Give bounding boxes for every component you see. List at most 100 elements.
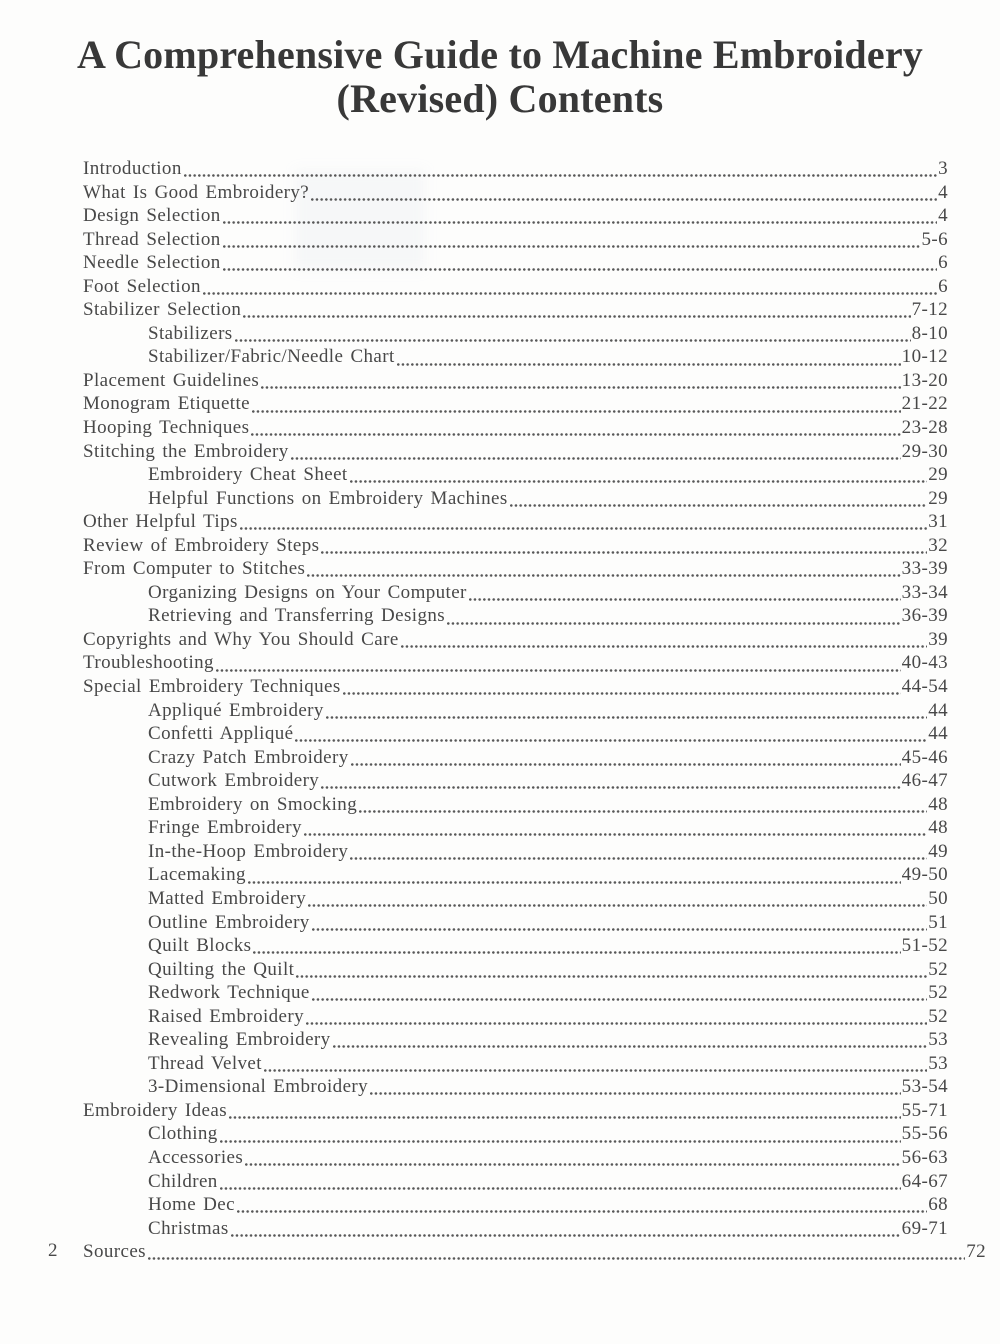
- toc-entry-label: Embroidery on Smocking: [148, 793, 358, 815]
- toc-entry: Special Embroidery Techniques 44-54: [83, 676, 948, 700]
- toc-entry-pages: 46-47: [901, 770, 948, 792]
- toc-entry-label: Introduction: [83, 158, 182, 179]
- leader-dots: [263, 1068, 928, 1072]
- leader-dots: [311, 927, 928, 931]
- toc-entry-label: Christmas: [148, 1217, 229, 1239]
- toc-entry: Sources 72: [83, 1241, 986, 1265]
- toc-entry: Outline Embroidery 51: [83, 912, 948, 936]
- leader-dots: [509, 503, 928, 507]
- toc-entry-pages: 44: [928, 723, 948, 745]
- toc-entry-label: Fringe Embroidery: [148, 817, 302, 839]
- toc-entry-pages: 29: [928, 487, 948, 509]
- toc-entry-label: Retrieving and Transferring Designs: [148, 605, 446, 627]
- toc-entry: Crazy Patch Embroidery 45-46: [83, 747, 948, 771]
- toc-entry: Appliqué Embroidery 44: [83, 700, 948, 724]
- toc-entry-pages: 52: [928, 1005, 948, 1027]
- toc-entry-label: Children: [148, 1170, 218, 1192]
- leader-dots: [222, 244, 921, 248]
- toc-entry-pages: 7-12: [911, 299, 948, 321]
- leader-dots: [229, 1116, 901, 1120]
- toc-entry-pages: 23-28: [901, 417, 948, 439]
- toc-entry: Retrieving and Transferring Designs 36-3…: [83, 605, 948, 629]
- toc-entry: In-the-Hoop Embroidery 49: [83, 841, 948, 865]
- toc-entry: Other Helpful Tips 31: [83, 511, 948, 535]
- toc-entry-pages: 39: [928, 628, 948, 650]
- toc-entry-pages: 64-67: [901, 1170, 948, 1192]
- toc-entry-pages: 51-52: [901, 935, 948, 957]
- leader-dots: [359, 809, 928, 813]
- toc-entry-label: Embroidery Cheat Sheet: [148, 464, 348, 486]
- toc-entry-pages: 36-39: [901, 605, 948, 627]
- leader-dots: [342, 692, 901, 696]
- toc-entry: Accessories 56-63: [83, 1147, 948, 1171]
- toc-entry-label: Review of Embroidery Steps: [83, 534, 320, 556]
- toc-entry-label: Thread Velvet: [148, 1052, 262, 1074]
- toc-entry-label: Home Dec: [148, 1194, 235, 1216]
- toc-entry-label: From Computer to Stitches: [83, 558, 306, 580]
- leader-dots: [230, 1233, 901, 1237]
- leader-dots: [311, 197, 938, 201]
- toc-entry: Needle Selection 6: [83, 252, 948, 276]
- toc-entry: Stabilizer/Fabric/Needle Chart 10-12: [83, 346, 948, 370]
- leader-dots: [222, 221, 938, 225]
- leader-dots: [222, 268, 938, 272]
- page-title-line-1: A Comprehensive Guide to Machine Embroid…: [76, 32, 923, 77]
- leader-dots: [400, 645, 928, 649]
- toc-entry-pages: 52: [928, 982, 948, 1004]
- page-title: A Comprehensive Guide to Machine Embroid…: [0, 33, 1000, 121]
- toc-entry: From Computer to Stitches 33-39: [83, 558, 948, 582]
- leader-dots: [307, 574, 901, 578]
- toc-entry-pages: 53: [928, 1052, 948, 1074]
- leader-dots: [234, 338, 911, 342]
- toc-entry-label: Helpful Functions on Embroidery Machines: [148, 487, 508, 509]
- toc-entry: What Is Good Embroidery? 4: [83, 182, 948, 206]
- toc-entry: Clothing 55-56: [83, 1123, 948, 1147]
- toc-entry-label: In-the-Hoop Embroidery: [148, 840, 349, 862]
- toc-entry-pages: 55-71: [901, 1099, 948, 1121]
- toc-entry: Stabilizer Selection 7-12: [83, 299, 948, 323]
- toc-entry-label: Clothing: [148, 1123, 218, 1145]
- toc-entry-pages: 45-46: [901, 746, 948, 768]
- leader-dots: [370, 1092, 901, 1096]
- toc-entry: Quilting the Quilt 52: [83, 959, 948, 983]
- toc-entry: Thread Velvet 53: [83, 1053, 948, 1077]
- toc-entry-pages: 40-43: [901, 652, 948, 674]
- page-number-folio: 2: [48, 1240, 58, 1261]
- toc-entry-label: Thread Selection: [83, 228, 221, 250]
- toc-entry-label: Needle Selection: [83, 252, 221, 274]
- leader-dots: [308, 904, 928, 908]
- toc-entry-label: Stabilizers: [148, 322, 233, 344]
- leader-dots: [396, 362, 901, 366]
- toc-entry: Fringe Embroidery 48: [83, 817, 948, 841]
- toc-entry: Cutwork Embroidery 46-47: [83, 770, 948, 794]
- page-title-line-2: (Revised) Contents: [336, 76, 664, 121]
- toc-entry: Design Selection 4: [83, 205, 948, 229]
- toc-entry-label: Accessories: [148, 1146, 244, 1168]
- leader-dots: [306, 1021, 928, 1025]
- toc-entry-pages: 49-50: [901, 864, 948, 886]
- toc-entry: Children 64-67: [83, 1171, 948, 1195]
- toc-entry: Embroidery on Smocking 48: [83, 794, 948, 818]
- toc-entry-pages: 13-20: [901, 369, 948, 391]
- toc-entry: Raised Embroidery 52: [83, 1006, 948, 1030]
- toc-entry: Matted Embroidery 50: [83, 888, 948, 912]
- toc-entry-label: Appliqué Embroidery: [148, 699, 324, 721]
- toc-entry-pages: 3: [938, 158, 948, 179]
- leader-dots: [202, 291, 938, 295]
- leader-dots: [251, 409, 901, 413]
- toc-entry-pages: 72: [966, 1241, 986, 1263]
- toc-entry-label: Design Selection: [83, 205, 221, 227]
- leader-dots: [290, 456, 901, 460]
- toc-entry-label: Stitching the Embroidery: [83, 440, 289, 462]
- leader-dots: [147, 1257, 966, 1261]
- toc-entry-label: Troubleshooting: [83, 652, 214, 674]
- leader-dots: [251, 433, 901, 437]
- toc-entry-pages: 52: [928, 958, 948, 980]
- toc-entry-label: Other Helpful Tips: [83, 511, 238, 533]
- toc-entry-pages: 53: [928, 1029, 948, 1051]
- toc-entry-pages: 4: [938, 205, 948, 227]
- toc-entry: Lacemaking 49-50: [83, 864, 948, 888]
- toc-entry: 3-Dimensional Embroidery 53-54: [83, 1076, 948, 1100]
- toc-entry: Placement Guidelines 13-20: [83, 370, 948, 394]
- leader-dots: [236, 1210, 928, 1214]
